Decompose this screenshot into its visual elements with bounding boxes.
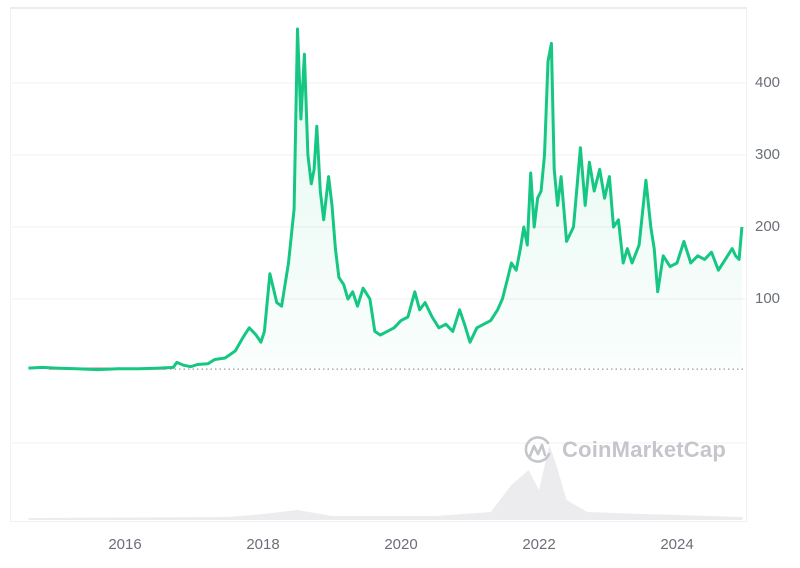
y-tick-label: 400 (755, 74, 781, 91)
price-line (28, 27, 744, 372)
x-tick-label: 2018 (246, 536, 280, 553)
price-area-fill (28, 29, 742, 370)
y-tick-label: 200 (755, 218, 781, 235)
y-tick-label: 100 (755, 290, 781, 307)
volume-area (28, 445, 743, 520)
x-tick-label: 2016 (108, 536, 142, 553)
watermark-text: CoinMarketCap (562, 437, 726, 462)
chart-frame (10, 7, 747, 522)
x-tick-label: 2024 (660, 536, 694, 553)
y-tick-label: 300 (755, 146, 781, 163)
x-tick-label: 2022 (522, 536, 556, 553)
watermark: CoinMarketCap (522, 434, 726, 466)
x-tick-label: 2020 (384, 536, 418, 553)
coinmarketcap-logo-icon (524, 436, 551, 463)
